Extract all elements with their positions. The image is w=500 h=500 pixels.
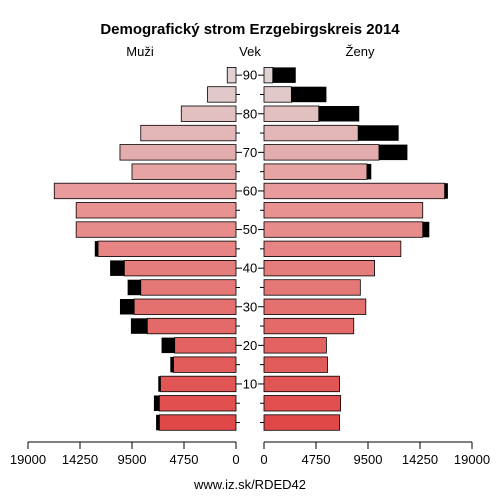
female-bar-45-49	[263, 240, 402, 258]
female-excess-bar-60-64	[444, 183, 448, 199]
female-bar-10-14	[263, 375, 340, 393]
male-excess-bar-30-34	[119, 299, 135, 315]
male-bar-60-64	[53, 182, 237, 200]
male-bar-80-84	[180, 105, 237, 122]
age-tick-label: 80	[243, 106, 257, 121]
female-excess-bar-75-79	[358, 125, 399, 141]
female-bar-20-24	[263, 337, 327, 354]
left-label: Muži	[126, 44, 154, 59]
male-bar-30-34	[133, 298, 237, 315]
female-bar-75-79	[263, 124, 359, 142]
age-tick-label: 60	[243, 183, 257, 198]
age-tick-label: 90	[243, 68, 257, 83]
female-excess-bar-85-89	[291, 86, 327, 103]
female-bar-0-4	[263, 414, 340, 431]
female-bar-40-44	[263, 259, 375, 277]
female-bar-30-34	[263, 298, 367, 315]
female-bar-15-19	[263, 356, 328, 373]
male-bar-35-39	[140, 279, 237, 296]
male-excess-bar-10-14	[158, 376, 161, 392]
male-bar-25-29	[146, 317, 237, 335]
female-excess-bar-80-84	[318, 106, 360, 122]
male-bar-15-19	[173, 356, 237, 373]
x-tick-label-right: 4750	[302, 452, 331, 467]
male-excess-bar-15-19	[170, 356, 174, 373]
age-tick-label: 20	[243, 338, 257, 353]
male-excess-bar-25-29	[130, 318, 148, 334]
male-bar-55-59	[75, 202, 237, 219]
age-tick-label: 40	[243, 261, 257, 276]
x-tick-label-left: 19000	[10, 452, 46, 467]
female-bar-85-89	[263, 86, 292, 103]
male-bar-10-14	[160, 375, 237, 393]
female-bar-90+	[263, 67, 274, 84]
age-axis: 10 20 30 40 50 60 70 80 90	[236, 68, 264, 424]
female-bar-70-74	[263, 144, 380, 161]
x-tick-label-left: 4750	[170, 452, 199, 467]
footer-source: www.iz.sk/RDED42	[193, 477, 306, 492]
female-excess-bar-50-54	[422, 221, 430, 238]
female-bar-50-54	[263, 221, 424, 238]
male-excess-bar-35-39	[127, 279, 141, 296]
x-tick-label-left: 14250	[62, 452, 98, 467]
male-excess-bar-0-4	[156, 414, 160, 431]
age-tick-label: 50	[243, 222, 257, 237]
female-bars	[263, 67, 448, 431]
female-excess-bar-65-69	[366, 163, 372, 180]
female-bar-5-9	[263, 395, 342, 412]
female-bar-60-64	[263, 182, 446, 200]
female-excess-bar-70-74	[378, 144, 408, 161]
male-bar-50-54	[75, 221, 237, 238]
male-bar-5-9	[158, 395, 237, 412]
x-tick-label-left: 0	[232, 452, 239, 467]
middle-label: Vek	[239, 44, 261, 59]
x-tick-label-right: 9500	[354, 452, 383, 467]
male-excess-bar-5-9	[153, 395, 160, 411]
male-bar-20-24	[174, 337, 237, 354]
female-bar-25-29	[263, 317, 355, 335]
male-bar-40-44	[123, 259, 237, 277]
x-tick-label-left: 9500	[118, 452, 147, 467]
female-bar-65-69	[263, 163, 368, 180]
x-tick-label-right: 14250	[402, 452, 438, 467]
male-bar-0-4	[158, 414, 237, 431]
female-excess-bar-90+	[272, 67, 296, 83]
x-axis: 19000 14250 9500 4750 0 0 4750 9500 14250 19000	[10, 441, 490, 467]
male-bar-45-49	[97, 240, 237, 258]
age-tick-label: 70	[243, 145, 257, 160]
male-excess-bar-45-49	[94, 241, 99, 257]
male-bar-70-74	[119, 144, 237, 161]
male-excess-bar-40-44	[110, 260, 125, 276]
male-bar-75-79	[140, 124, 237, 142]
x-tick-label-right: 0	[260, 452, 267, 467]
male-bar-90+	[226, 67, 237, 84]
female-bar-80-84	[263, 105, 320, 122]
female-bar-35-39	[263, 279, 361, 296]
male-bar-65-69	[131, 163, 237, 180]
age-tick-label: 10	[243, 376, 257, 391]
female-bar-55-59	[263, 202, 424, 219]
age-tick-label: 30	[243, 299, 257, 314]
chart-title: Demografický strom Erzgebirgskreis 2014	[100, 21, 400, 38]
right-label: Ženy	[346, 44, 375, 59]
x-tick-label-right: 19000	[454, 452, 490, 467]
male-excess-bar-20-24	[161, 337, 175, 354]
male-bars	[53, 67, 237, 431]
male-bar-85-89	[207, 86, 237, 103]
